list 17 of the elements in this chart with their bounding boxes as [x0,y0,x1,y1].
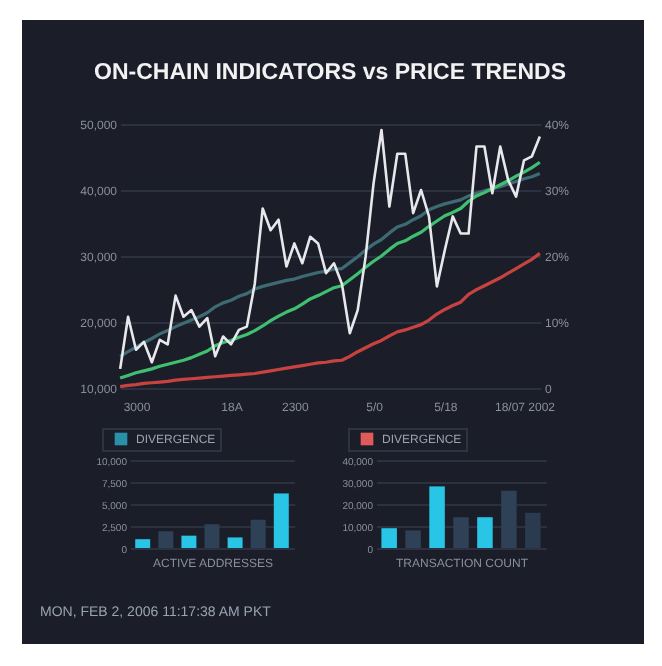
bar [227,537,243,548]
bar [250,519,266,548]
bar [405,530,421,548]
bar [381,528,397,548]
bar [501,490,517,548]
bar [204,524,220,548]
bar [429,486,445,548]
chart-title: ON-CHAIN INDICATORS vs PRICE TRENDS [94,61,567,85]
line-series [118,251,542,389]
line-series [118,128,542,371]
bar [273,493,289,548]
bar [525,512,541,548]
bar [135,539,151,548]
bar [477,517,493,548]
bar [453,517,469,548]
bar [181,535,197,548]
bar [158,531,174,548]
